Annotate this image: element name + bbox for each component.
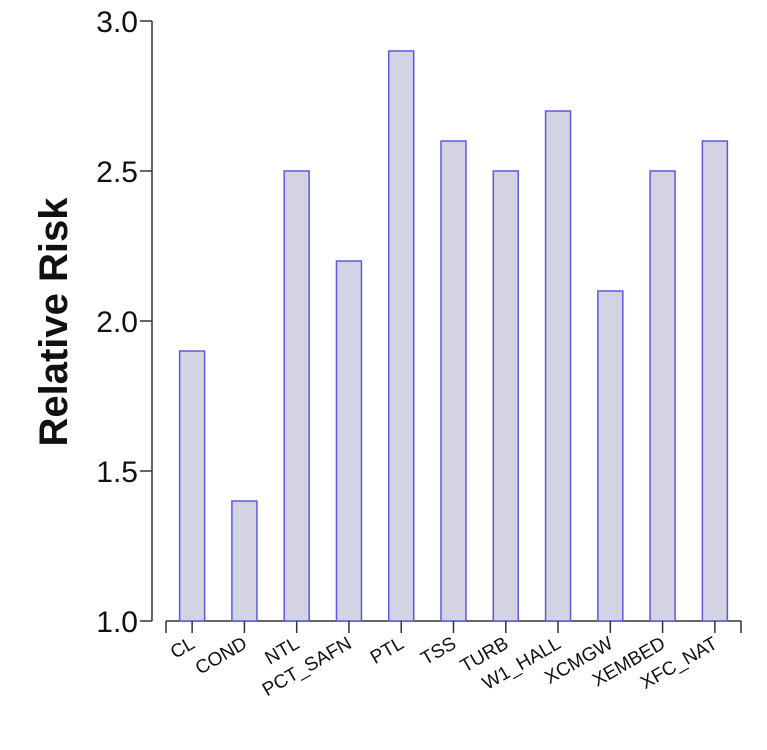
bar-ptl	[387, 50, 415, 622]
bar-cl	[178, 350, 206, 622]
x-tick-label: COND	[192, 633, 251, 679]
y-tick-label: 2.0	[96, 306, 138, 339]
x-tick-label: TSS	[417, 633, 460, 670]
x-tick-label: PTL	[367, 633, 408, 669]
bar-xembed	[649, 170, 676, 622]
y-tick-label: 1.5	[96, 456, 138, 489]
bars	[178, 50, 729, 622]
y-tick-label: 2.5	[96, 156, 138, 189]
bar-w1-hall	[544, 110, 572, 622]
y-axis-label: Relative Risk	[32, 197, 76, 447]
bar-pct-safn	[335, 260, 363, 622]
bar-turb	[492, 170, 520, 622]
y-tick-label: 1.0	[96, 606, 138, 639]
bar-ntl	[283, 170, 310, 622]
bar-cond	[231, 500, 258, 622]
y-ticks: 1.0 1.5 2.0 2.5 3.0	[96, 6, 152, 639]
bar-xcmgw	[597, 290, 624, 622]
bar-tss	[440, 140, 467, 622]
y-tick-label: 3.0	[96, 6, 138, 39]
bar-xfc-nat	[701, 140, 729, 622]
